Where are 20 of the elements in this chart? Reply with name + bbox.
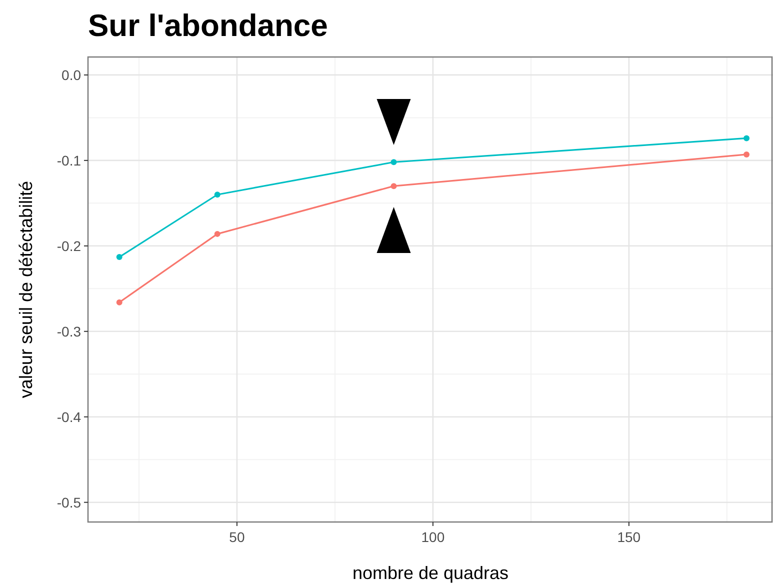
x-tick-label: 50 [229, 529, 245, 545]
y-tick-label: -0.5 [56, 494, 82, 510]
y-tick-label: -0.2 [56, 238, 82, 254]
point [744, 151, 750, 158]
chart-title: Sur l'abondance [88, 8, 328, 43]
y-tick-label: -0.3 [56, 323, 82, 340]
point [744, 135, 750, 142]
x-axis-title: nombre de quadras [352, 563, 509, 583]
x-tick-label: 150 [617, 529, 641, 545]
point [214, 230, 220, 237]
point [116, 254, 122, 260]
point [116, 299, 122, 306]
x-tick-label: 100 [421, 529, 445, 545]
y-axis-title: valeur seuil de détéctabilité [16, 180, 36, 398]
y-tick-label: -0.4 [56, 408, 82, 425]
point [390, 159, 397, 166]
point [214, 192, 220, 198]
y-tick-label: 0.0 [62, 66, 82, 83]
point [390, 183, 397, 190]
y-tick-label: -0.1 [56, 152, 82, 168]
